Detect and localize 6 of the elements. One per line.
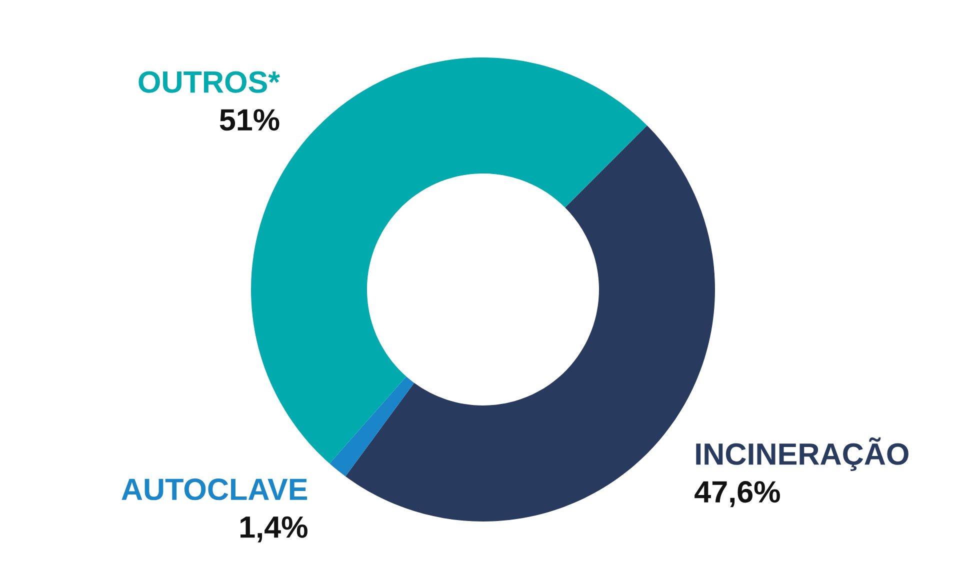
slice-label: INCINERAÇÃO xyxy=(696,437,908,471)
slice-label: OUTROS* xyxy=(138,71,280,93)
data-label: 47,6% xyxy=(694,481,780,508)
data-label: 1,4% xyxy=(240,516,308,542)
slice-label: AUTOCLAVE xyxy=(122,478,308,500)
data-label: 51% xyxy=(220,109,280,131)
